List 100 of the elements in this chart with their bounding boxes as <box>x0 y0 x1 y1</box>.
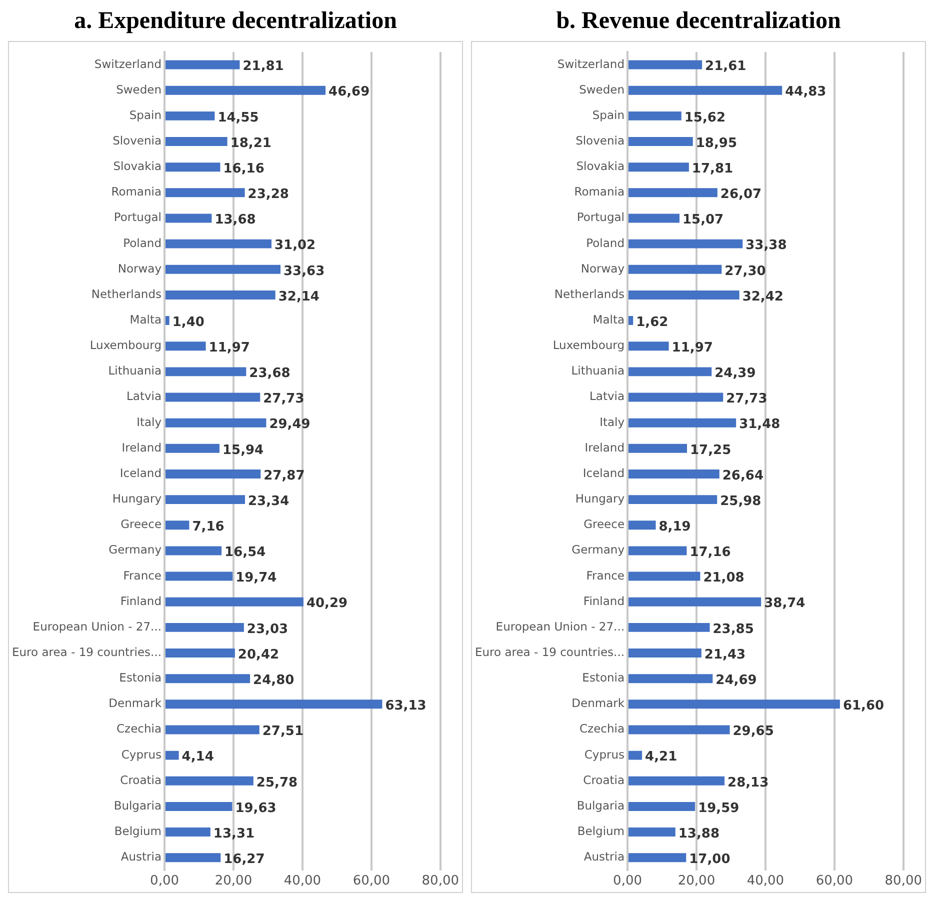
y-tick-label: Malta <box>130 312 162 327</box>
data-label: 61,60 <box>842 698 884 714</box>
bar <box>628 444 688 453</box>
data-label: 19,59 <box>698 800 740 816</box>
bar <box>166 444 220 453</box>
bar <box>628 214 680 223</box>
y-tick-label: Czechia <box>116 722 162 736</box>
data-label: 16,27 <box>224 852 265 867</box>
bar <box>628 60 702 70</box>
y-tick-label: European Union - 27... <box>496 619 625 634</box>
y-tick-label: Malta <box>592 312 625 327</box>
y-tick-label: Germany <box>572 542 625 557</box>
data-label: 15,07 <box>682 212 724 228</box>
data-label: 25,98 <box>720 494 762 509</box>
y-tick-label: Italy <box>136 414 162 429</box>
data-label: 32,14 <box>278 289 320 304</box>
data-label: 29,49 <box>269 417 310 432</box>
y-tick-label: Portugal <box>114 210 162 224</box>
bar <box>166 572 233 581</box>
y-tick-label: Ireland <box>122 440 162 454</box>
bar <box>166 725 260 734</box>
bar <box>628 264 722 274</box>
bar <box>166 622 244 632</box>
bar <box>628 802 696 811</box>
bar <box>628 188 718 198</box>
x-tick-label: 60,00 <box>816 874 854 889</box>
y-tick-label: Poland <box>586 236 625 250</box>
data-label: 19,63 <box>235 800 276 816</box>
bar <box>628 495 718 504</box>
y-tick-label: Romania <box>574 184 625 199</box>
data-label: 28,13 <box>728 775 769 790</box>
bar <box>166 470 261 478</box>
bar <box>166 597 304 606</box>
bar <box>628 853 686 862</box>
bar <box>628 367 712 376</box>
data-label: 23,28 <box>248 187 289 202</box>
data-label: 31,02 <box>274 238 316 254</box>
y-tick-label: Netherlands <box>91 286 162 301</box>
bar <box>628 316 634 326</box>
data-label: 13,88 <box>678 826 720 842</box>
data-label: 13,68 <box>214 212 256 228</box>
bar <box>166 290 276 300</box>
bar <box>628 111 682 120</box>
y-tick-label: Sweden <box>116 82 162 96</box>
bar <box>628 290 740 300</box>
x-tick-label: 60,00 <box>352 874 390 889</box>
bar <box>166 853 221 862</box>
bar <box>166 162 220 172</box>
data-label: 13,31 <box>213 826 255 842</box>
bar <box>166 418 266 428</box>
data-label: 1,40 <box>172 314 204 330</box>
y-tick-label: Finland <box>120 594 162 608</box>
bar <box>166 495 246 504</box>
data-label: 38,74 <box>764 596 806 612</box>
y-tick-label: Hungary <box>112 492 162 506</box>
y-tick-label: Switzerland <box>557 56 625 71</box>
y-tick-label: Latvia <box>126 389 162 404</box>
data-label: 33,38 <box>746 238 787 254</box>
y-tick-label: Estonia <box>582 670 625 685</box>
bar <box>628 597 762 606</box>
data-label: 21,08 <box>703 570 744 586</box>
y-tick-label: Spain <box>592 108 625 122</box>
y-tick-label: Czechia <box>580 722 625 736</box>
y-tick-label: France <box>123 568 162 582</box>
y-tick-label: Latvia <box>590 389 625 404</box>
data-label: 24,39 <box>714 366 756 382</box>
data-label: 44,83 <box>785 84 826 100</box>
bar <box>628 162 689 172</box>
bar <box>628 674 713 684</box>
data-label: 1,62 <box>636 314 668 330</box>
data-label: 14,55 <box>218 110 259 126</box>
bar <box>166 137 228 146</box>
bar <box>166 674 250 684</box>
y-tick-label: Slovenia <box>112 133 162 148</box>
y-tick-label: Switzerland <box>94 56 162 71</box>
data-label: 27,51 <box>262 724 304 740</box>
data-label: 26,07 <box>720 187 762 202</box>
bar <box>628 239 743 248</box>
data-label: 21,81 <box>242 59 284 74</box>
bar <box>166 188 245 198</box>
y-tick-label: Austria <box>584 850 625 864</box>
bar <box>166 520 190 530</box>
y-tick-label: Netherlands <box>554 286 625 301</box>
x-tick-label: 40,00 <box>746 874 784 889</box>
bar <box>166 392 260 402</box>
data-label: 32,42 <box>742 289 784 304</box>
data-label: 8,19 <box>658 520 691 535</box>
y-tick-label: Lithuania <box>108 364 162 378</box>
data-label: 27,73 <box>263 392 304 407</box>
data-label: 31,48 <box>739 417 780 432</box>
data-label: 17,00 <box>689 852 730 867</box>
data-label: 26,64 <box>722 468 764 484</box>
y-tick-label: Denmark <box>572 696 625 710</box>
y-tick-label: Euro area - 19 countries... <box>12 644 162 659</box>
data-label: 27,73 <box>726 392 768 407</box>
y-tick-label: European Union - 27... <box>32 619 162 634</box>
bar <box>628 392 724 402</box>
y-tick-label: Belgium <box>114 824 162 838</box>
y-tick-label: Bulgaria <box>576 798 625 812</box>
y-tick-label: Iceland <box>582 466 625 480</box>
